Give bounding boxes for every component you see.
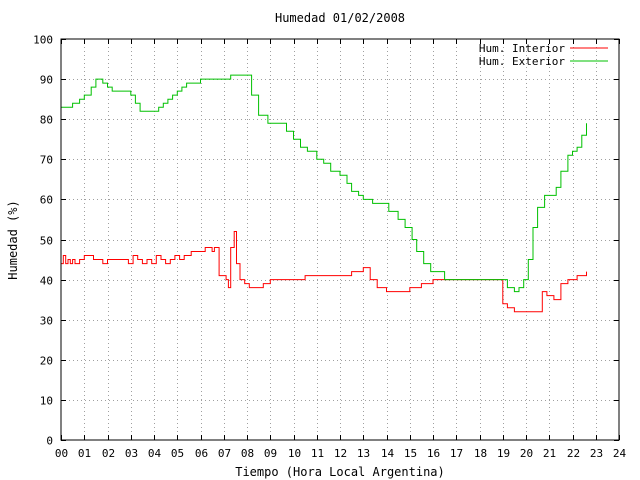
y-tick-label: 100 (33, 34, 53, 47)
x-tick-label: 06 (195, 447, 208, 460)
series-lines (61, 74, 587, 313)
x-tick-label: 20 (520, 447, 533, 460)
x-tick-label: 11 (311, 447, 324, 460)
y-tick-label: 0 (46, 435, 53, 448)
grid (61, 39, 619, 440)
x-tick-label: 17 (450, 447, 463, 460)
x-tick-label: 00 (55, 447, 68, 460)
y-tick-label: 70 (40, 154, 53, 167)
x-tick-label: 21 (543, 447, 556, 460)
series-line-interior (61, 231, 587, 313)
y-axis-label: Humedad (%) (6, 200, 20, 279)
x-tick-label: 15 (404, 447, 417, 460)
x-tick-label: 16 (427, 447, 440, 460)
x-axis-label: Tiempo (Hora Local Argentina) (235, 465, 445, 479)
chart-title: Humedad 01/02/2008 (275, 11, 405, 25)
x-tick-label: 13 (357, 447, 370, 460)
x-tick-label: 01 (78, 447, 91, 460)
x-tick-label: 23 (590, 447, 603, 460)
x-tick-label: 04 (148, 447, 162, 460)
x-tick-label: 12 (334, 447, 347, 460)
x-tick-label: 18 (474, 447, 487, 460)
y-tick-label: 10 (40, 395, 53, 408)
x-tick-label: 07 (218, 447, 231, 460)
axis-ticks: 00 01 02 03 04 05 06 07 08 09 10 11 12 13 14 15 16 17 18 19… (33, 34, 626, 461)
x-tick-label: 24 (613, 447, 627, 460)
y-tick-label: 80 (40, 114, 53, 127)
legend-label-interior: Hum. Interior (479, 42, 565, 55)
x-tick-label: 10 (288, 447, 301, 460)
y-tick-label: 40 (40, 275, 53, 288)
legend-label-exterior: Hum. Exterior (479, 55, 565, 68)
x-tick-label: 08 (241, 447, 254, 460)
x-tick-label: 02 (102, 447, 115, 460)
x-tick-label: 09 (264, 447, 277, 460)
x-tick-label: 14 (381, 447, 395, 460)
y-tick-label: 20 (40, 355, 53, 368)
series-line-exterior (61, 74, 587, 293)
y-tick-label: 30 (40, 315, 53, 328)
y-tick-label: 50 (40, 235, 53, 248)
legend: Hum. Interior Hum. Exterior (479, 42, 608, 68)
x-tick-label: 03 (125, 447, 138, 460)
x-tick-label: 22 (567, 447, 580, 460)
y-tick-label: 90 (40, 74, 53, 87)
y-tick-label: 60 (40, 194, 53, 207)
x-tick-label: 19 (497, 447, 510, 460)
x-tick-label: 05 (171, 447, 184, 460)
